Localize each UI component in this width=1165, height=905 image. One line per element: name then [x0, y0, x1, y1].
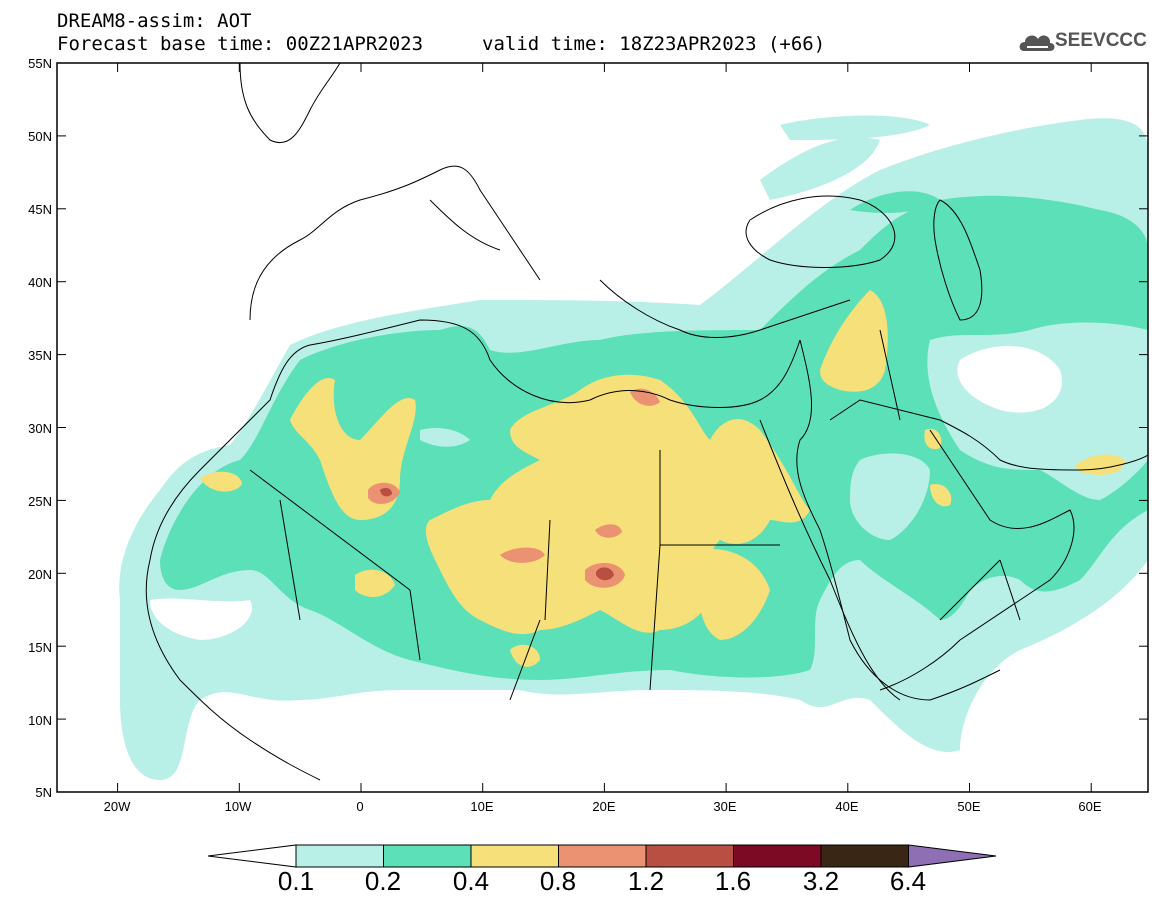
lat-label: 45N — [28, 202, 52, 217]
aot-contour-high — [924, 428, 942, 450]
forecast-base-time: Forecast base time: 00Z21APR2023 — [57, 33, 424, 55]
colorbar-swatch — [470, 844, 559, 868]
aot-field — [119, 115, 1148, 780]
aot-contour-high — [200, 471, 242, 492]
lon-label: 0 — [356, 799, 364, 814]
aot-contour-very-high — [595, 524, 622, 538]
lat-label: 50N — [28, 129, 52, 144]
lat-label: 55N — [28, 56, 52, 71]
colorbar-swatch — [733, 844, 822, 868]
colorbar-swatch — [820, 844, 909, 868]
lon-label: 10W — [224, 799, 252, 814]
aot-peak — [596, 567, 614, 581]
africa-coastline — [145, 559, 321, 781]
lat-label: 40N — [28, 275, 52, 290]
colorbar-label: 1.6 — [714, 866, 752, 896]
colorbar-label: 0.4 — [452, 866, 490, 896]
lat-label: 10N — [28, 713, 52, 728]
colorbar-swatch — [383, 844, 472, 868]
colorbar-label: 3.2 — [802, 866, 840, 896]
colorbar-swatch — [645, 844, 734, 868]
aot-contour-high — [355, 569, 395, 597]
aot-contour-high — [510, 644, 540, 667]
colorbar-label: 0.2 — [364, 866, 402, 896]
europe-coastline — [249, 165, 851, 338]
lon-label: 50E — [957, 799, 981, 814]
colorbar-over-arrow — [908, 844, 997, 868]
lon-label: 20E — [592, 799, 616, 814]
lon-label: 60E — [1078, 799, 1102, 814]
lon-label: 30E — [713, 799, 737, 814]
aot-contour-high — [425, 374, 810, 635]
aot-contour-low — [780, 115, 930, 140]
aot-contour-very-high — [500, 547, 545, 563]
cloud-icon — [1019, 35, 1055, 51]
colorbar-swatch — [558, 844, 647, 868]
colorbar-label: 6.4 — [889, 866, 927, 896]
seevccc-logo — [1018, 27, 1158, 55]
lon-label: 40E — [835, 799, 859, 814]
aot-contour-high — [698, 549, 770, 640]
colorbar-label: 0.1 — [277, 866, 315, 896]
europe-coastline — [239, 63, 341, 144]
lat-label: 30N — [28, 421, 52, 436]
lon-label: 20W — [103, 799, 131, 814]
colorbar — [207, 844, 997, 868]
aot-contour-low — [760, 137, 880, 200]
lat-label: 5N — [35, 785, 52, 800]
axis-ticks — [57, 62, 1148, 793]
aot-clear-area — [150, 598, 252, 640]
map-title: DREAM8-assim: AOT — [57, 10, 252, 32]
lon-label: 10E — [470, 799, 494, 814]
africa-coastline — [149, 319, 1001, 701]
lat-label: 25N — [28, 494, 52, 509]
lat-label: 20N — [28, 567, 52, 582]
red-sea-coast — [759, 419, 901, 701]
aot-clear-area — [957, 346, 1062, 413]
aot-contour-mid — [850, 191, 940, 213]
colorbar-label: 0.8 — [539, 866, 577, 896]
aot-peak — [380, 487, 392, 497]
colorbar-label: 1.2 — [627, 866, 665, 896]
aot-contour-high — [930, 484, 952, 507]
valid-time: valid time: 18Z23APR2023 (+66) — [482, 33, 826, 55]
country-border — [249, 329, 1021, 701]
aot-contour-high — [820, 290, 888, 392]
aot-contour-low — [850, 453, 930, 540]
colorbar-swatch — [295, 844, 384, 868]
black-sea-coast — [745, 195, 896, 268]
persian-gulf-coast — [939, 419, 1148, 471]
coastlines — [145, 63, 1148, 781]
colorbar-under-arrow — [207, 844, 297, 868]
lat-label: 35N — [28, 348, 52, 363]
aot-contour-low — [420, 428, 470, 447]
lat-label: 15N — [28, 640, 52, 655]
arabia-coast — [879, 429, 1075, 691]
caspian-coast — [933, 199, 983, 321]
logo-text: SEEVCCC — [1055, 30, 1147, 51]
